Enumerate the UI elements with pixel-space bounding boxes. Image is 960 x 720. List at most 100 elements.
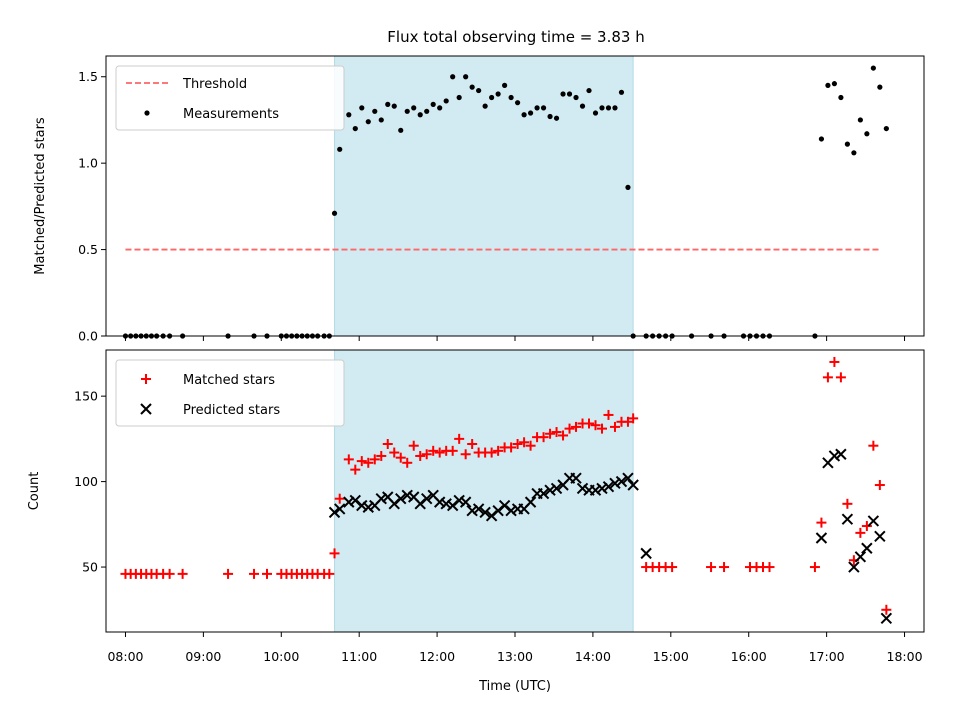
- measurement-point: [489, 94, 495, 101]
- measurement-point: [417, 112, 423, 118]
- predicted-star-point: [589, 484, 602, 496]
- legend-matched-label: Matched stars: [183, 373, 275, 388]
- predicted-star-point: [479, 506, 491, 519]
- predicted-star-point: [841, 513, 854, 525]
- axes-frame-top: [105, 55, 925, 337]
- x-stroke-b: [589, 484, 602, 496]
- predicted-star-point: [362, 501, 374, 513]
- matched-star-point: [551, 427, 562, 438]
- measurement-point: [547, 113, 553, 120]
- measurement-point: [514, 100, 521, 106]
- y-ticks-bottom: 50 100 150: [74, 389, 106, 575]
- measurement-point: [838, 94, 844, 101]
- matched-star-point: [868, 440, 879, 451]
- matched-star-point: [525, 440, 536, 451]
- matched-star-point: [343, 454, 354, 465]
- x-stroke-b: [362, 501, 374, 513]
- panel-counts: 50 100 150 08:00 09:00 10:00 11:00 12:00 13:00 1…: [27, 349, 925, 694]
- measurement-point: [359, 105, 365, 111]
- matched-star-point: [324, 568, 335, 579]
- predicted-star-point: [440, 498, 452, 510]
- measurement-point: [469, 84, 475, 90]
- predicted-star-point: [874, 530, 886, 542]
- legend-predicted-label: Predicted stars: [183, 403, 280, 418]
- measurement-point: [831, 81, 838, 87]
- measurement-point: [864, 131, 870, 137]
- matched-star-point: [829, 356, 840, 367]
- measurement-point: [502, 82, 508, 88]
- matched-star-point: [454, 433, 465, 444]
- matched-star-point: [764, 562, 775, 573]
- x-stroke-b: [848, 561, 860, 573]
- measurement-point: [844, 141, 850, 147]
- matched-star-point: [415, 450, 426, 461]
- matched-star-point: [861, 521, 872, 532]
- x-stroke-b: [627, 479, 639, 491]
- y-tick-label: 150: [74, 389, 98, 404]
- measurement-point: [346, 112, 352, 118]
- measurement-point: [586, 87, 592, 94]
- predicted-star-point: [854, 551, 867, 563]
- matched-star-point: [571, 421, 582, 432]
- x-stroke-b: [544, 484, 556, 496]
- predicted-star-point: [453, 494, 465, 507]
- x-tick-label: 17:00: [809, 649, 845, 664]
- x-stroke-b: [576, 482, 589, 495]
- measurement-point: [534, 105, 540, 111]
- matched-star-point: [434, 447, 445, 458]
- x-stroke-b: [550, 482, 563, 495]
- y-tick-label: 0.0: [78, 329, 98, 344]
- measurement-point: [540, 105, 547, 111]
- measurement-point: [411, 105, 417, 111]
- predicted-star-point: [505, 504, 517, 517]
- matched-star-point: [329, 548, 340, 559]
- matched-star-point: [822, 372, 833, 383]
- y-tick-label: 1.0: [78, 156, 98, 171]
- predicted-star-point: [622, 472, 634, 484]
- measurement-point: [573, 94, 579, 101]
- y-axis-label-top: Matched/Predicted stars: [33, 117, 48, 275]
- x-stroke-b: [867, 515, 880, 527]
- matched-star-point: [223, 568, 234, 579]
- measurement-point: [857, 117, 863, 123]
- matched-star-point: [467, 439, 478, 449]
- measurement-point: [553, 115, 560, 121]
- matched-star-point: [421, 449, 432, 460]
- measurement-point: [618, 89, 625, 95]
- matched-star-point: [389, 447, 400, 458]
- predicted-star-point: [609, 477, 621, 490]
- x-stroke-b: [640, 547, 652, 560]
- legend-threshold-label: Threshold: [182, 77, 247, 92]
- measurement-point: [625, 184, 631, 190]
- measurement-point: [372, 108, 378, 114]
- matched-star-point: [584, 418, 595, 429]
- predicted-star-point: [596, 482, 608, 495]
- measurement-point: [612, 105, 618, 111]
- predicted-star-point: [615, 475, 628, 488]
- matched-star-point: [177, 568, 188, 579]
- x-stroke-b: [841, 513, 854, 525]
- matched-star-point: [835, 372, 846, 383]
- measurement-point: [352, 125, 358, 132]
- measurement-point: [592, 110, 599, 116]
- x-tick-label: 09:00: [185, 649, 221, 664]
- x-stroke-b: [401, 489, 413, 501]
- legend-box: [115, 65, 345, 131]
- measurement-point: [560, 91, 566, 97]
- x-stroke-b: [609, 477, 621, 490]
- matched-star-point: [460, 449, 471, 460]
- legend-matched-swatch: [141, 374, 151, 384]
- x-stroke-b: [356, 499, 368, 512]
- predicted-star-point: [640, 547, 652, 560]
- x-stroke-b: [328, 506, 341, 519]
- predicted-star-point: [602, 481, 615, 493]
- matched-star-point: [596, 423, 607, 434]
- x-tick-label: 18:00: [887, 649, 923, 664]
- x-stroke-b: [375, 492, 387, 505]
- predicted-star-point: [328, 506, 341, 519]
- measurement-point: [456, 94, 462, 101]
- axes-frame-bottom: [105, 349, 925, 633]
- chart-title: Flux total observing time = 3.83 h: [387, 28, 644, 46]
- measurement-point: [476, 87, 482, 94]
- x-stroke-b: [874, 530, 886, 542]
